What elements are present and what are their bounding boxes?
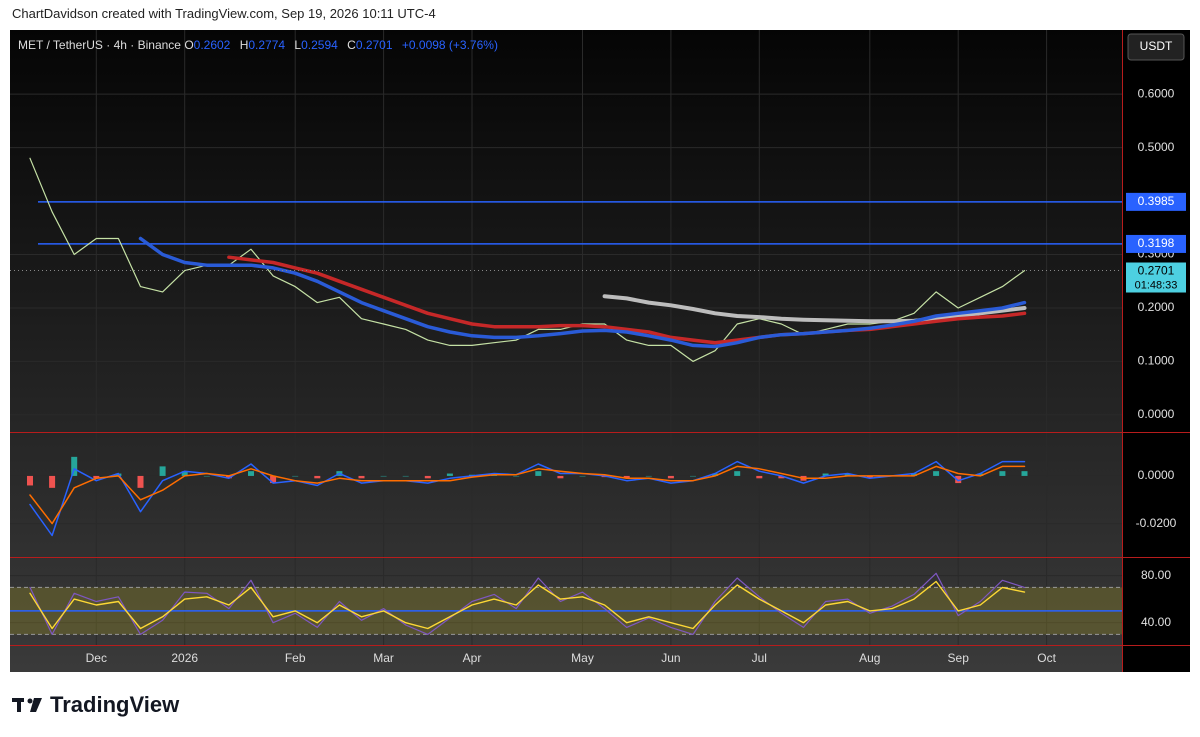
low-label: L — [294, 38, 302, 52]
open: 0.2602 — [193, 38, 231, 52]
countdown: 01:48:33 — [1135, 279, 1178, 291]
histogram-bar — [380, 475, 387, 477]
histogram-bar — [623, 475, 630, 479]
y-tick-label: 0.0000 — [1138, 468, 1175, 482]
histogram-bar — [49, 475, 56, 488]
x-tick-label: Oct — [1037, 651, 1056, 665]
histogram-bar — [645, 475, 652, 477]
high-label: H — [239, 38, 249, 52]
y-tick-label: 0.6000 — [1138, 86, 1175, 100]
y-tick-label: -0.0200 — [1136, 516, 1177, 530]
histogram-bar — [203, 475, 210, 477]
histogram-bar — [513, 475, 520, 477]
brand: TradingView — [50, 692, 180, 717]
histogram-bar — [314, 475, 321, 479]
x-tick-label: Jun — [661, 651, 680, 665]
chart-background — [10, 30, 1190, 672]
histogram-bar — [866, 475, 873, 479]
series-line — [29, 157, 1026, 362]
histogram-bar — [137, 475, 144, 488]
histogram-bar — [1021, 471, 1028, 476]
histogram-bar — [402, 475, 409, 477]
histogram-bar — [756, 475, 763, 479]
histogram-bar — [159, 466, 166, 476]
last-price-label: 0.2701 — [1138, 264, 1175, 278]
y-tick-label: 0.1000 — [1138, 354, 1175, 368]
x-tick-label: Sep — [948, 651, 970, 665]
histogram-bar — [690, 475, 696, 477]
histogram-bar — [822, 473, 829, 476]
histogram-bar — [955, 475, 962, 484]
series-line — [29, 465, 1026, 525]
change: +0.0098 (+3.76%) — [401, 38, 498, 52]
histogram-bar — [911, 473, 917, 476]
histogram-bar — [734, 471, 741, 476]
x-tick-label: Aug — [859, 651, 880, 665]
logo-icon — [12, 698, 42, 712]
level-label-box — [1126, 192, 1186, 211]
y-tick-label: 0.5000 — [1138, 140, 1175, 154]
histogram-bar — [667, 475, 674, 479]
histogram-bar — [93, 475, 100, 479]
histogram-bar — [999, 471, 1006, 476]
histogram-bar — [844, 473, 851, 476]
price-axis — [1122, 30, 1190, 672]
series-line — [602, 294, 1027, 324]
symbol: MET / TetherUS · 4h · Binance — [18, 38, 181, 52]
x-tick-label: Jul — [752, 651, 767, 665]
last-price-box — [1126, 262, 1186, 293]
open-label: O — [184, 38, 194, 52]
y-tick-label: 0.2000 — [1138, 300, 1175, 314]
credit: ChartDavidson created with TradingView.c… — [12, 6, 436, 21]
histogram-bar — [424, 475, 431, 479]
x-tick-label: Mar — [373, 651, 394, 665]
histogram-bar — [933, 471, 940, 476]
histogram-bar — [292, 475, 299, 477]
x-tick-label: Apr — [463, 651, 482, 665]
histogram-bar — [225, 475, 232, 479]
y-tick-label: 0.0000 — [1138, 407, 1175, 421]
histogram-bar — [712, 473, 719, 476]
x-tick-label: Feb — [285, 651, 306, 665]
histogram-bar — [446, 473, 453, 476]
pane — [10, 456, 1122, 537]
histogram-bar — [778, 475, 785, 479]
currency: USDT — [1140, 39, 1173, 53]
legend: MET / TetherUS · 4h · Binance O0.2602 H0… — [18, 38, 504, 52]
y-tick-label: 40.00 — [1141, 615, 1171, 629]
x-tick-label: 2026 — [171, 651, 198, 665]
histogram-bar — [358, 475, 365, 479]
histogram-bar — [71, 456, 78, 476]
close-label: C — [347, 38, 356, 52]
level-label: 0.3198 — [1138, 236, 1175, 250]
level-label-box — [1126, 234, 1186, 253]
series-line — [29, 580, 1026, 630]
low: 0.2594 — [301, 38, 338, 52]
histogram-bar — [977, 473, 984, 476]
histogram-bar — [27, 475, 33, 486]
histogram-bar — [579, 475, 586, 477]
histogram-bar — [181, 471, 188, 476]
x-tick-label: May — [571, 651, 594, 665]
pane — [10, 93, 1122, 416]
y-tick-label: 80.00 — [1141, 568, 1171, 582]
level-label: 0.3985 — [1138, 194, 1175, 208]
histogram-bar — [248, 471, 254, 476]
x-tick-label: Dec — [86, 651, 107, 665]
histogram-bar — [535, 471, 542, 476]
pane — [10, 572, 1122, 635]
series-line — [138, 236, 1027, 349]
histogram-bar — [557, 475, 564, 479]
currency-button[interactable] — [1127, 33, 1185, 61]
high: 0.2774 — [248, 38, 286, 52]
close: 0.2701 — [355, 38, 393, 52]
histogram-bar — [270, 475, 277, 484]
